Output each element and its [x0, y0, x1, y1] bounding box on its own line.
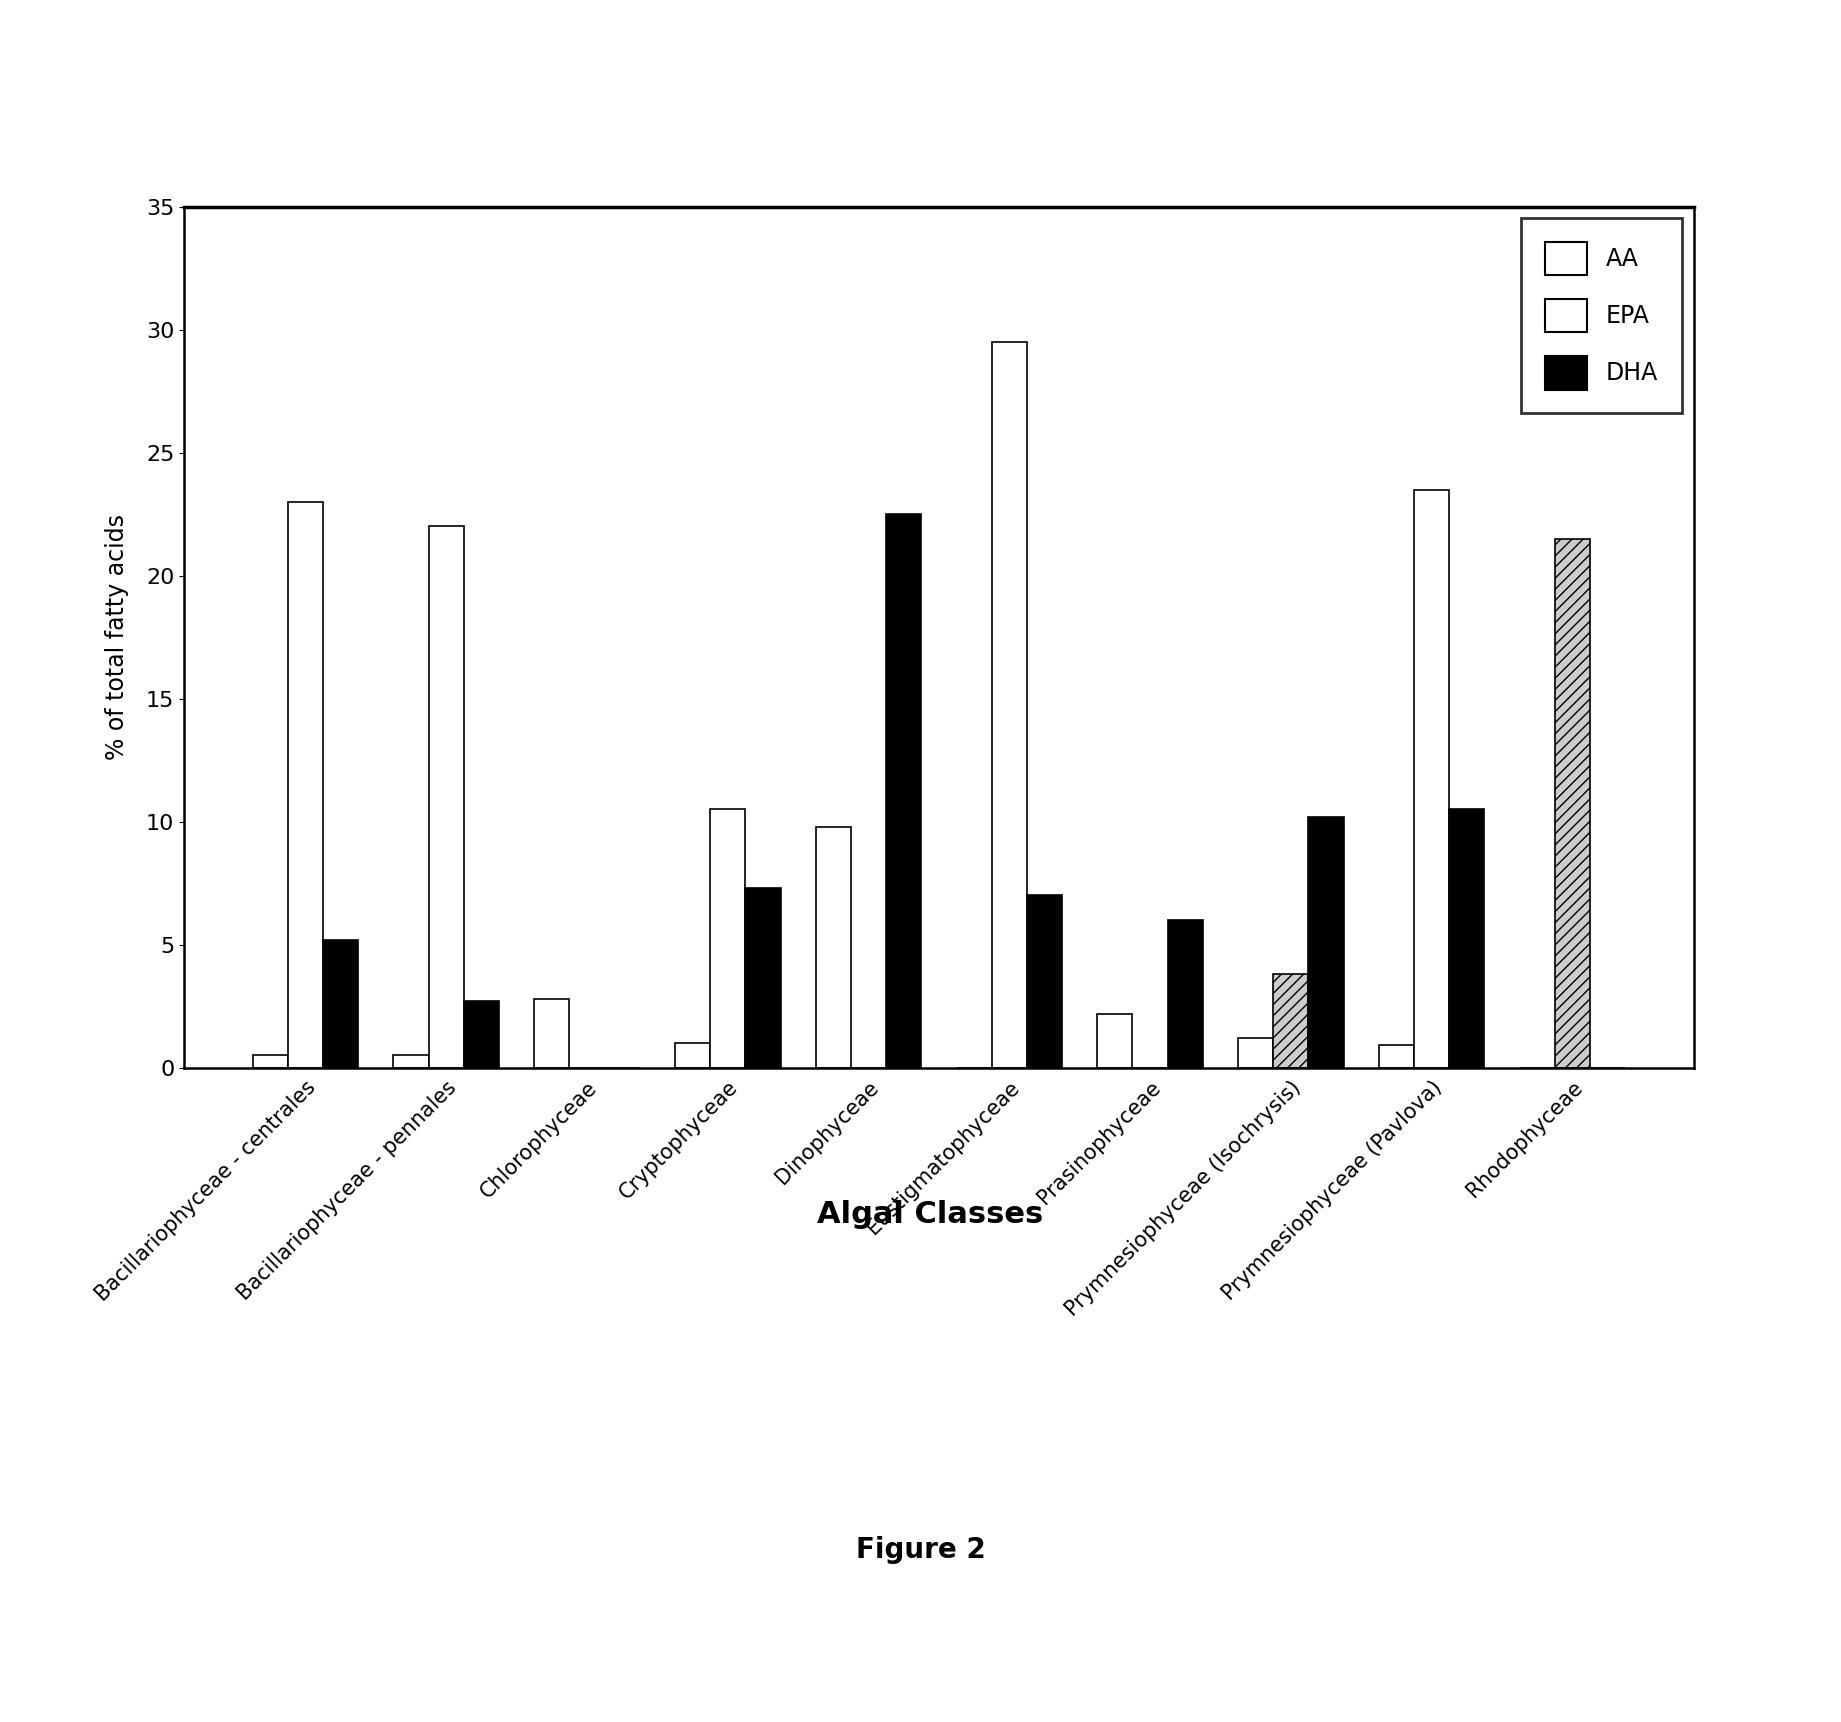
Bar	[1274, 975, 1309, 1068]
Bar	[992, 343, 1027, 1068]
Bar	[1414, 489, 1449, 1068]
Bar	[252, 1056, 287, 1068]
Bar	[429, 527, 464, 1068]
Bar	[1379, 1045, 1414, 1068]
Y-axis label: % of total fatty acids: % of total fatty acids	[105, 515, 129, 759]
Bar	[1167, 920, 1202, 1068]
Bar	[394, 1056, 429, 1068]
Bar	[1554, 539, 1591, 1068]
Bar	[1097, 1014, 1132, 1068]
Bar	[1309, 816, 1344, 1068]
Text: Figure 2: Figure 2	[856, 1536, 985, 1564]
Bar	[676, 1044, 711, 1068]
Legend: AA, EPA, DHA: AA, EPA, DHA	[1521, 219, 1683, 413]
Text: Algal Classes: Algal Classes	[817, 1200, 1042, 1228]
Bar	[746, 889, 781, 1068]
Bar	[464, 1000, 499, 1068]
Bar	[1027, 895, 1062, 1068]
Bar	[324, 940, 359, 1068]
Bar	[886, 515, 920, 1068]
Bar	[1449, 809, 1484, 1068]
Bar	[287, 501, 324, 1068]
Bar	[816, 827, 851, 1068]
Bar	[1237, 1038, 1274, 1068]
Bar	[534, 999, 569, 1068]
Bar	[711, 809, 746, 1068]
